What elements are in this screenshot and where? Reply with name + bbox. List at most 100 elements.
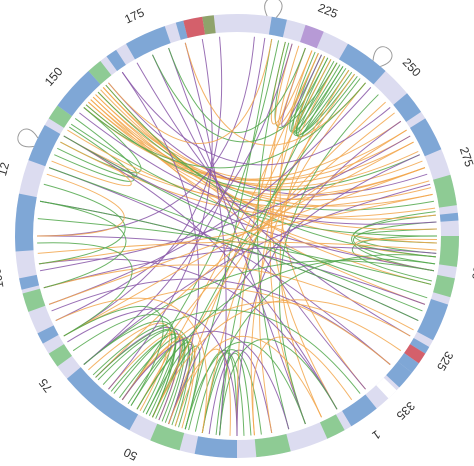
- link-green: [48, 167, 423, 312]
- link-green: [184, 341, 306, 430]
- link-orange: [88, 101, 436, 220]
- ring-segment-blue: [386, 361, 412, 388]
- link-orange: [102, 87, 437, 244]
- ring-segment-green: [319, 414, 345, 439]
- links-layer: [36, 36, 438, 437]
- tick-label: 250: [400, 55, 424, 79]
- link-green: [201, 352, 238, 437]
- link-orange: [63, 141, 414, 337]
- self-loop: [372, 46, 393, 67]
- link-purple: [108, 82, 428, 196]
- link-green: [184, 38, 273, 430]
- link-orange: [174, 348, 231, 436]
- ring-segment-purple: [300, 24, 324, 49]
- link-orange: [279, 50, 366, 390]
- link-purple: [67, 308, 238, 437]
- tick-label: 300: [469, 259, 474, 281]
- ring-segment-blue: [410, 118, 442, 157]
- self-loop: [17, 128, 39, 148]
- link-green: [168, 47, 306, 134]
- link-orange: [92, 96, 430, 201]
- link-purple: [79, 112, 437, 225]
- link-green: [292, 53, 355, 136]
- ring-segment-blue: [342, 394, 377, 427]
- link-purple: [168, 154, 420, 425]
- link-green: [95, 309, 361, 394]
- link-purple: [63, 36, 223, 337]
- ring-segment-blue: [410, 338, 430, 354]
- link-green: [119, 336, 185, 422]
- ring-segment-blue: [57, 71, 101, 117]
- link-orange: [250, 82, 366, 436]
- link-green: [39, 200, 419, 321]
- link-green: [201, 254, 436, 434]
- link-orange: [184, 42, 366, 146]
- tick-label: 12: [0, 160, 12, 177]
- tick-label: 175: [122, 5, 146, 26]
- ring-segment-blue: [28, 125, 61, 167]
- link-green: [353, 214, 437, 254]
- link-green: [97, 328, 190, 427]
- link-green: [152, 54, 338, 143]
- ring-segment-green: [433, 274, 455, 298]
- link-green: [352, 221, 437, 265]
- link-green: [215, 352, 252, 436]
- link-green: [351, 211, 436, 272]
- ring-segment-blue: [439, 212, 459, 222]
- link-orange: [121, 301, 402, 401]
- link-purple: [236, 120, 402, 437]
- ring-segment-green: [88, 61, 112, 85]
- tick-label: 50: [121, 445, 139, 464]
- link-green: [83, 82, 366, 169]
- link-green: [63, 135, 428, 299]
- link-purple: [39, 135, 411, 272]
- link-orange: [48, 167, 426, 305]
- link-orange: [38, 193, 433, 265]
- ring-segment-green: [22, 288, 46, 312]
- link-orange: [92, 96, 426, 305]
- link-orange: [55, 297, 208, 434]
- link-green: [72, 314, 176, 418]
- self-loop: [264, 0, 283, 18]
- link-orange: [252, 336, 353, 436]
- link-orange: [108, 38, 273, 144]
- link-green: [194, 349, 262, 435]
- self-loops-layer: [17, 0, 393, 148]
- ring-segment-green: [433, 174, 457, 208]
- link-orange: [152, 101, 386, 418]
- link-green: [38, 183, 126, 265]
- ring-segment-blue: [417, 299, 449, 341]
- tick-label: 1: [369, 427, 383, 442]
- ring-segment-blue: [397, 353, 419, 373]
- link-purple: [136, 62, 411, 337]
- link-green: [97, 91, 435, 211]
- ring-segment-red: [404, 344, 426, 364]
- ring-segment-olive: [202, 15, 216, 35]
- ring-segment-blue: [339, 43, 386, 85]
- ring-segment-blue: [194, 436, 237, 458]
- ring-segment-green: [48, 344, 72, 367]
- link-orange: [168, 335, 322, 425]
- link-green: [351, 235, 438, 282]
- tick-label: 325: [434, 349, 456, 374]
- link-green: [136, 258, 436, 410]
- link-green: [83, 260, 435, 365]
- link-orange: [152, 299, 411, 418]
- ring-segment-blue: [268, 16, 287, 38]
- link-green: [278, 94, 379, 425]
- link-orange: [43, 264, 414, 331]
- ring-segment-blue: [126, 26, 171, 60]
- link-orange: [37, 241, 437, 254]
- link-purple: [83, 37, 266, 365]
- ring-segment-red: [183, 16, 206, 39]
- link-orange: [269, 45, 338, 410]
- ring-segment-blue: [19, 274, 40, 290]
- link-orange: [97, 91, 411, 181]
- link-green: [289, 51, 344, 133]
- tick-label: 150: [42, 64, 66, 89]
- ring-segment-blue: [393, 93, 422, 122]
- link-purple: [43, 246, 437, 289]
- link-purple: [108, 38, 213, 390]
